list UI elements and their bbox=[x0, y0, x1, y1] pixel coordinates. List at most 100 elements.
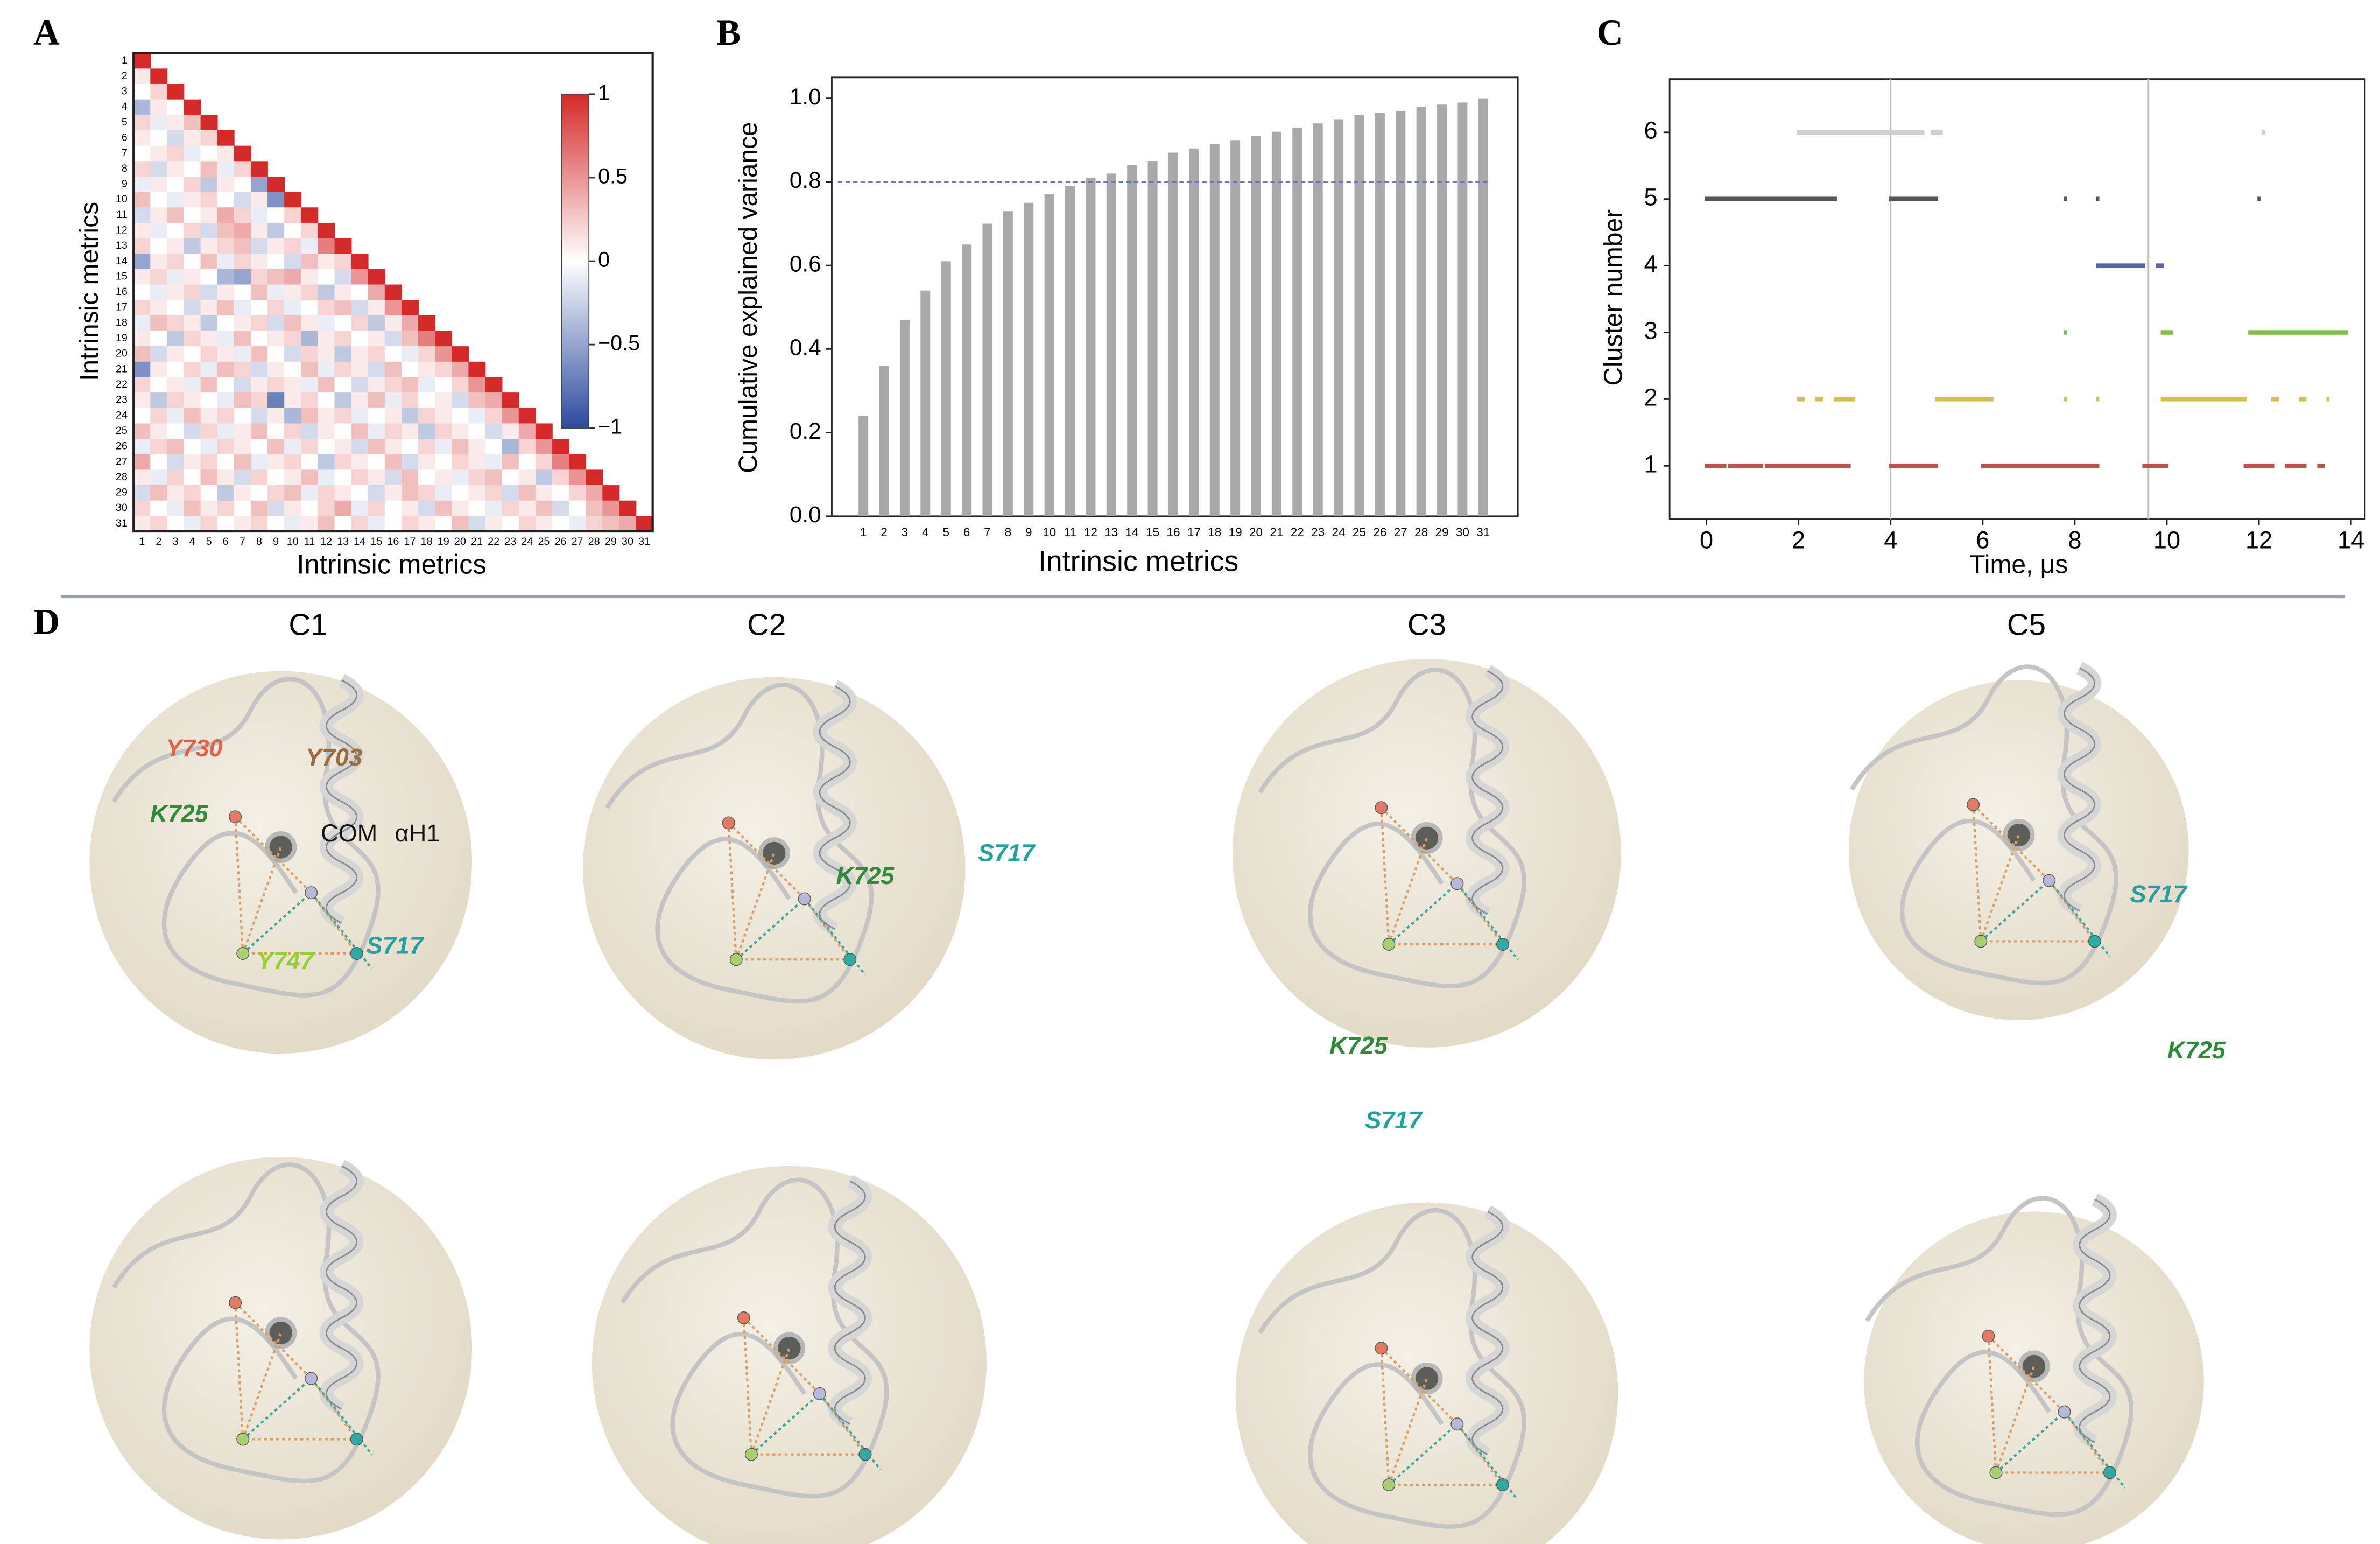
heat-cell bbox=[318, 284, 335, 301]
x-tick-label: 11 bbox=[1064, 525, 1076, 539]
heat-cell bbox=[368, 300, 385, 316]
y-axis-title: Intrinsic metrics bbox=[75, 202, 104, 381]
heat-cell bbox=[267, 207, 285, 223]
heat-cell bbox=[250, 238, 268, 255]
heat-cell bbox=[150, 176, 168, 193]
heat-cell bbox=[234, 315, 251, 332]
residue-bead bbox=[2043, 874, 2056, 887]
x-tick-label: 6 bbox=[1976, 527, 1989, 554]
heat-cell bbox=[552, 469, 569, 486]
heat-cell bbox=[133, 53, 151, 69]
heat-cell bbox=[200, 516, 218, 532]
heat-cell bbox=[284, 361, 302, 378]
heat-cell bbox=[200, 145, 218, 162]
heat-cell bbox=[133, 377, 151, 393]
heat-cell bbox=[301, 392, 319, 409]
heat-cell bbox=[133, 115, 151, 131]
heat-cell bbox=[351, 300, 369, 316]
heat-cell bbox=[150, 485, 168, 501]
heat-cell bbox=[250, 469, 268, 486]
heat-cell bbox=[200, 485, 218, 501]
heat-cell bbox=[485, 516, 503, 532]
heat-cell bbox=[234, 485, 251, 501]
heat-cell bbox=[133, 346, 151, 362]
heat-cell bbox=[217, 238, 235, 255]
y-tick-label: 2 bbox=[122, 70, 128, 82]
heat-cell bbox=[150, 222, 168, 239]
heat-cell bbox=[217, 161, 235, 177]
heat-cell bbox=[435, 485, 453, 501]
cluster-segment bbox=[1930, 130, 1943, 135]
conformation-title: C2 bbox=[747, 608, 786, 642]
heat-cell bbox=[435, 439, 453, 455]
heat-cell bbox=[334, 361, 352, 378]
heat-cell bbox=[133, 84, 151, 100]
heat-cell bbox=[351, 454, 369, 471]
x-tick-label: 2 bbox=[1792, 527, 1805, 554]
heat-cell bbox=[234, 500, 251, 517]
heat-cell bbox=[184, 423, 201, 439]
heat-cell bbox=[217, 516, 235, 532]
heat-cell bbox=[318, 408, 335, 424]
x-tick-label: 22 bbox=[488, 536, 499, 548]
colorbar bbox=[561, 93, 590, 429]
helix-edge bbox=[326, 679, 357, 924]
bar bbox=[1209, 144, 1220, 516]
heat-cell bbox=[452, 469, 469, 486]
cluster-segment bbox=[1834, 397, 1856, 402]
bar bbox=[1396, 110, 1406, 516]
heat-cell bbox=[384, 361, 402, 378]
com-ball bbox=[1411, 822, 1443, 854]
heat-cell bbox=[167, 454, 185, 471]
heat-cell bbox=[133, 99, 151, 116]
heat-cell bbox=[200, 423, 218, 439]
heat-cell bbox=[384, 331, 402, 347]
heat-cell bbox=[150, 377, 168, 393]
heat-cell bbox=[334, 300, 352, 316]
heat-cell bbox=[217, 377, 235, 393]
x-tick-label: 9 bbox=[273, 536, 279, 548]
panel-letter: D bbox=[33, 601, 60, 642]
heat-cell bbox=[250, 207, 268, 223]
heat-cell bbox=[301, 408, 319, 424]
heat-cell bbox=[284, 315, 302, 332]
heat-cell bbox=[502, 439, 519, 455]
heat-cell bbox=[552, 439, 569, 455]
cluster-segment bbox=[1797, 130, 1925, 135]
x-tick-label: 18 bbox=[421, 536, 433, 548]
heat-cell bbox=[133, 392, 151, 409]
heat-cell bbox=[284, 454, 302, 471]
bar bbox=[879, 366, 889, 516]
heat-cell bbox=[200, 500, 218, 517]
residue-label: K725 bbox=[1329, 1032, 1388, 1059]
heat-cell bbox=[502, 454, 519, 471]
bar bbox=[1478, 98, 1488, 516]
heat-cell bbox=[184, 130, 201, 146]
heat-cell bbox=[318, 331, 335, 347]
heat-cell bbox=[468, 361, 486, 378]
x-tick-label: 17 bbox=[1187, 525, 1201, 539]
x-tick-label: 25 bbox=[1353, 525, 1366, 539]
y-tick-label: 18 bbox=[116, 317, 128, 328]
x-tick-label: 0 bbox=[1700, 527, 1713, 554]
heat-cell bbox=[318, 500, 335, 517]
residue-label: K725 bbox=[150, 799, 209, 827]
heat-cell bbox=[200, 361, 218, 378]
y-tick-label: 6 bbox=[1644, 117, 1658, 144]
heat-cell bbox=[234, 207, 251, 223]
heat-cell bbox=[234, 439, 251, 455]
heat-cell bbox=[569, 469, 587, 486]
com-ball bbox=[2018, 1350, 2050, 1382]
x-tick-label: 31 bbox=[638, 536, 650, 548]
cluster-segment bbox=[2326, 397, 2330, 402]
heat-cell bbox=[301, 254, 319, 270]
bar bbox=[1334, 119, 1344, 516]
heat-cell bbox=[569, 516, 587, 532]
y-tick-label: 22 bbox=[116, 378, 128, 390]
heat-cell bbox=[318, 439, 335, 455]
heat-cell bbox=[184, 145, 201, 162]
heat-cell bbox=[234, 284, 251, 301]
cluster-segment bbox=[2096, 263, 2146, 268]
x-tick-label: 19 bbox=[1229, 525, 1242, 539]
